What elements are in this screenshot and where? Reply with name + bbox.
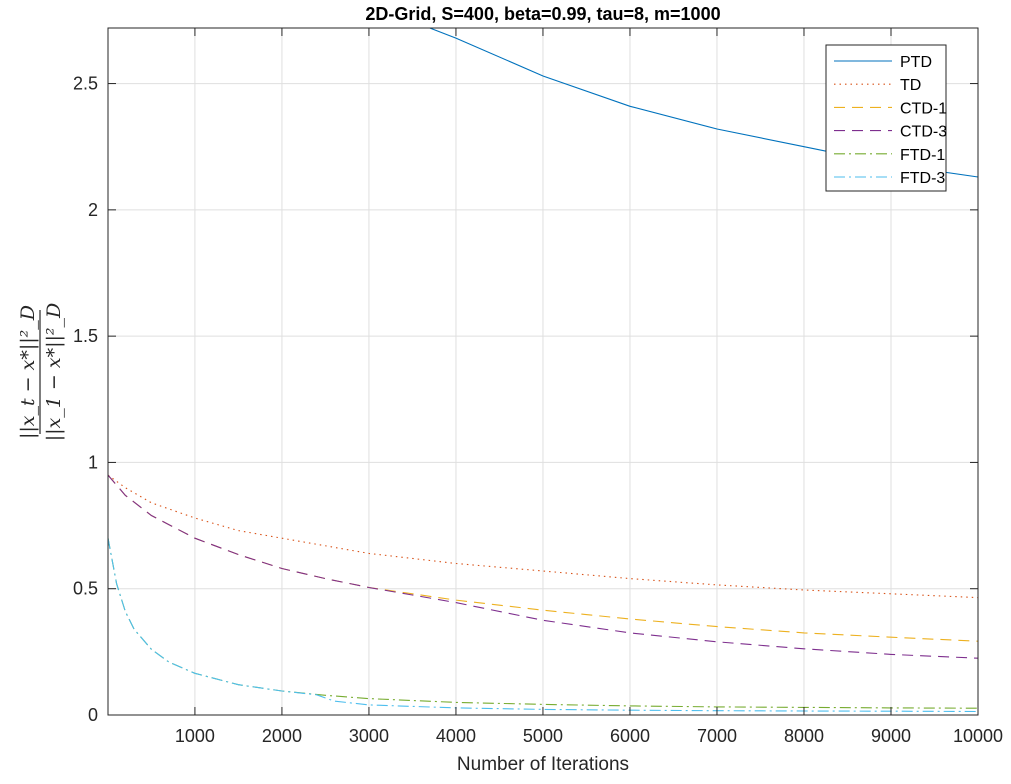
- x-tick-label: 4000: [436, 726, 476, 746]
- legend-label-ctd-1: CTD-1: [900, 100, 947, 117]
- x-axis-label: Number of Iterations: [457, 754, 629, 775]
- x-tick-label: 3000: [349, 726, 389, 746]
- series-line-ctd-1: [107, 474, 979, 642]
- legend: PTD TD CTD-1 CTD-3 FTD-1 FTD-3: [825, 44, 947, 192]
- legend-label-ftd-1: FTD-1: [900, 147, 945, 164]
- legend-label-ftd-3: FTD-3: [900, 170, 945, 187]
- ticks: 1000 2000 3000 4000 5000 6000 7000 8000 9000 1000…: [73, 28, 1003, 746]
- y-tick-label: 1: [88, 452, 98, 472]
- y-tick-label: 2.5: [73, 74, 98, 94]
- y-axis-label-denominator: ||x_1 − x*||²_D: [43, 303, 65, 441]
- y-axis-label-numerator: ||x_t − x*||²_D: [17, 305, 39, 439]
- series-line-ctd-3: [107, 474, 979, 659]
- legend-label-ptd: PTD: [900, 54, 932, 71]
- x-tick-label: 8000: [784, 726, 824, 746]
- y-tick-label: 0: [88, 705, 98, 725]
- y-axis-label: ||x_t − x*||²_D ||x_1 − x*||²_D: [17, 303, 65, 441]
- y-tick-label: 2: [88, 200, 98, 220]
- chart-title: 2D-Grid, S=400, beta=0.99, tau=8, m=1000: [365, 4, 720, 24]
- x-tick-label: 6000: [610, 726, 650, 746]
- x-tick-label: 2000: [262, 726, 302, 746]
- legend-label-td: TD: [900, 77, 921, 94]
- x-tick-label: 10000: [953, 726, 1003, 746]
- y-tick-label: 1.5: [73, 326, 98, 346]
- series-line-td: [107, 474, 979, 599]
- y-tick-label: 0.5: [73, 579, 98, 599]
- x-tick-label: 9000: [871, 726, 911, 746]
- x-tick-label: 1000: [175, 726, 215, 746]
- x-tick-label: 5000: [523, 726, 563, 746]
- x-tick-label: 7000: [697, 726, 737, 746]
- legend-label-ctd-3: CTD-3: [900, 124, 947, 141]
- legend-box: [825, 44, 947, 192]
